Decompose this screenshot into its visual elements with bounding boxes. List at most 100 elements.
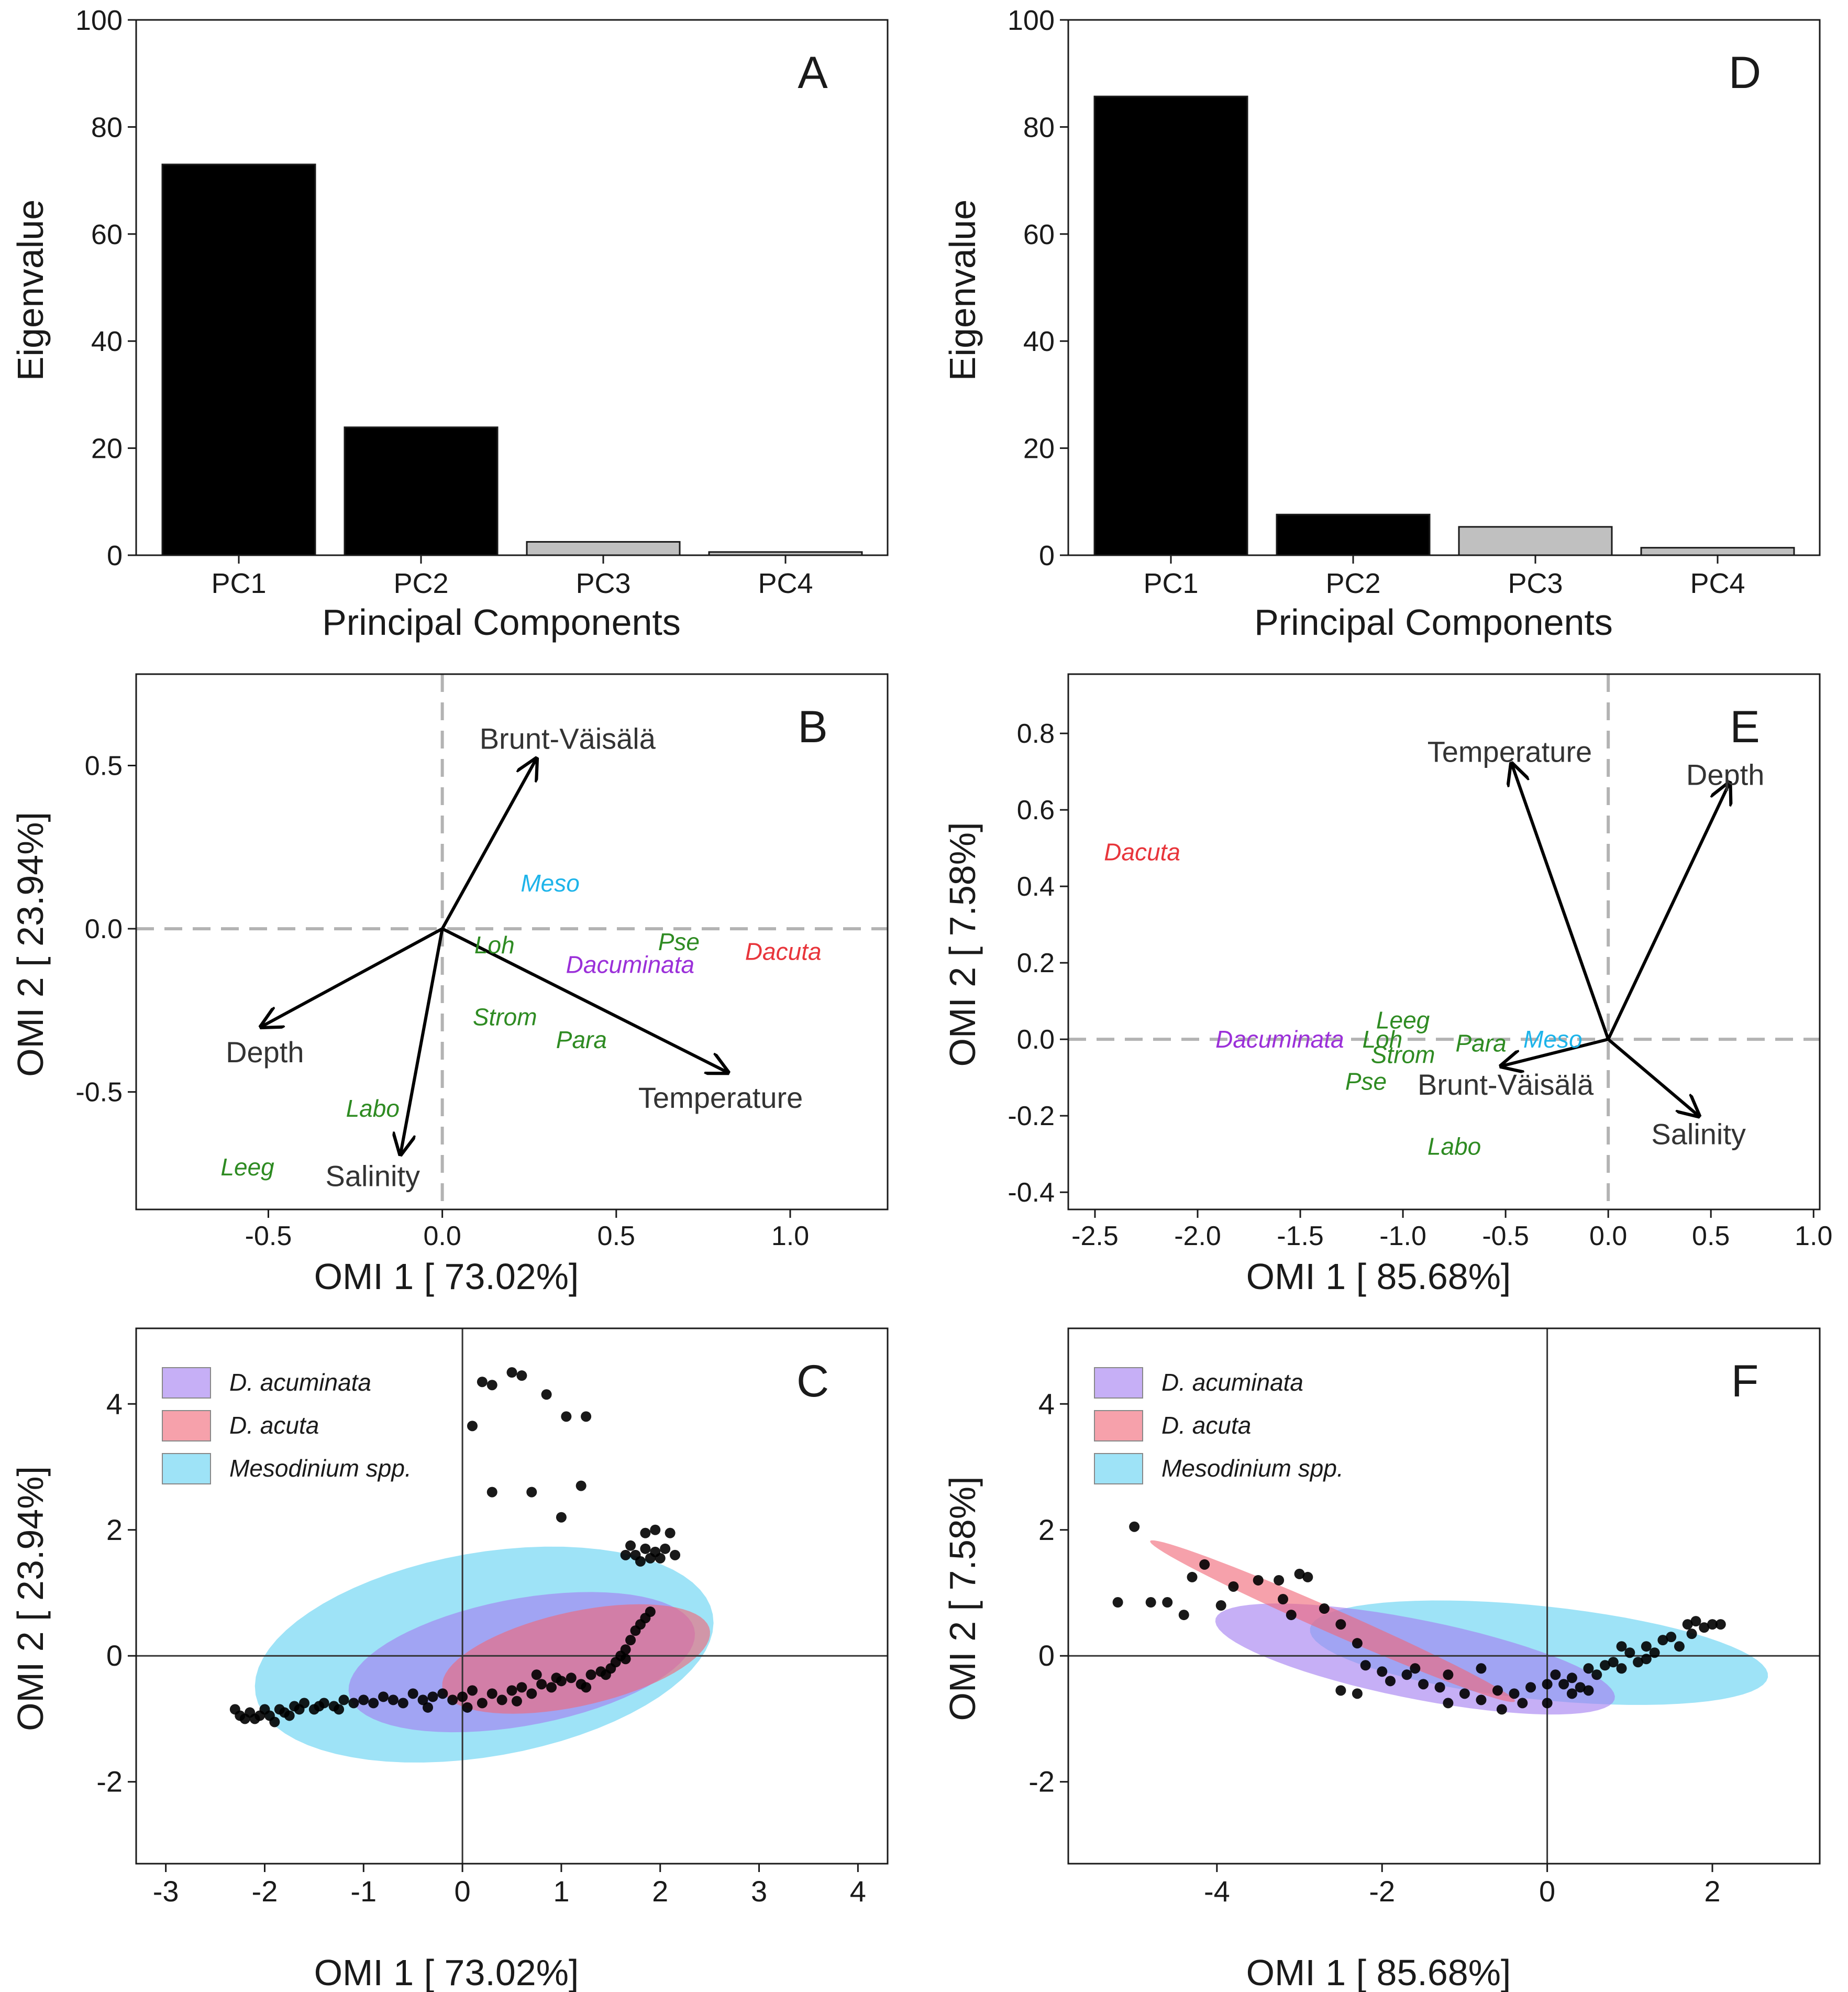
- niche-ellipse-d-acuta: [1150, 1540, 1515, 1702]
- panel-letter: A: [798, 48, 828, 98]
- species-label: Loh: [474, 931, 515, 959]
- species-label: Labo: [1428, 1133, 1481, 1160]
- sample-point: [1517, 1698, 1528, 1709]
- sample-point: [318, 1698, 329, 1709]
- species-label: Pse: [658, 928, 700, 955]
- sample-point: [1178, 1610, 1189, 1621]
- x-tick-label: PC1: [211, 568, 266, 599]
- sample-point: [660, 1543, 671, 1554]
- y-tick-label: 80: [91, 112, 123, 143]
- loading-label: Depth: [226, 1036, 304, 1069]
- sample-point: [1542, 1679, 1553, 1690]
- sample-point: [1401, 1669, 1412, 1680]
- bar-pc3: [1458, 526, 1613, 555]
- sample-point: [1187, 1571, 1198, 1582]
- sample-point: [397, 1698, 408, 1709]
- sample-point: [1385, 1676, 1396, 1687]
- sample-point: [462, 1702, 473, 1713]
- y-tick-label: 0: [1039, 540, 1055, 571]
- sample-point: [506, 1367, 517, 1378]
- sample-point: [1145, 1597, 1156, 1608]
- x-tick-label: 0.5: [597, 1221, 635, 1251]
- species-label: Strom: [1371, 1041, 1435, 1068]
- sample-point: [1228, 1581, 1239, 1592]
- legend-swatch: [162, 1453, 211, 1484]
- sample-point: [1690, 1616, 1701, 1627]
- x-axis-title: Principal Components: [322, 602, 681, 643]
- x-tick-label: PC2: [1325, 568, 1380, 599]
- sample-point: [1302, 1571, 1313, 1582]
- bar-series: [161, 163, 863, 555]
- species-label: Meso: [1523, 1026, 1582, 1053]
- plot-frame: [1067, 19, 1821, 556]
- panel-a-scree-plot: PC1 PC2 PC3 PC4 0 20 40 60 80 100 Principal Compon…: [10, 5, 889, 643]
- y-axis-title: OMI 2 [ 23.94%]: [10, 812, 51, 1077]
- loading-label: Brunt-Väisälä: [480, 722, 656, 755]
- panel-letter: D: [1729, 48, 1761, 98]
- sample-point: [576, 1480, 587, 1491]
- x-tick-label: 0: [455, 1875, 471, 1908]
- x-tick-label: 0.0: [1589, 1221, 1627, 1251]
- species-label: Strom: [473, 1003, 537, 1030]
- y-tick-label: 100: [1008, 5, 1055, 36]
- x-tick-label: PC2: [393, 568, 448, 599]
- sample-point: [1583, 1685, 1594, 1696]
- sample-point: [1418, 1679, 1429, 1690]
- x-tick-label: -1: [350, 1875, 377, 1908]
- x-tick-label: -0.5: [245, 1221, 292, 1251]
- sample-point: [620, 1654, 631, 1665]
- niche-marks: [1068, 1328, 1820, 1864]
- sample-point: [1443, 1698, 1454, 1709]
- sample-point: [1666, 1632, 1677, 1643]
- sample-point: [1616, 1663, 1627, 1674]
- x-axis-title: OMI 1 [ 73.02%]: [314, 1952, 579, 1992]
- species-label: Meso: [521, 870, 579, 897]
- sample-point: [531, 1669, 542, 1680]
- sample-point: [1274, 1575, 1285, 1586]
- y-tick-label: 0: [106, 1639, 123, 1672]
- sample-point: [526, 1688, 537, 1699]
- sample-point: [1707, 1619, 1718, 1630]
- sample-point: [620, 1549, 631, 1560]
- x-axis-title: OMI 1 [ 85.68%]: [1246, 1256, 1511, 1297]
- sample-point: [1253, 1575, 1264, 1586]
- species-label: Leeg: [220, 1153, 274, 1181]
- sample-point: [358, 1694, 369, 1705]
- sample-point: [1575, 1682, 1586, 1693]
- niche-marks: [136, 1328, 888, 1864]
- loading-label: Brunt-Väisälä: [1418, 1068, 1594, 1101]
- x-tick-label: -3: [153, 1875, 179, 1908]
- y-tick-label: 0.0: [85, 914, 123, 944]
- y-tick-label: 4: [1038, 1387, 1055, 1420]
- x-tick-label: -4: [1204, 1875, 1230, 1908]
- bar-pc4: [1640, 547, 1795, 555]
- sample-point: [1286, 1610, 1297, 1621]
- legend-label: D. acuta: [229, 1412, 319, 1439]
- y-axis-title: OMI 2 [ 7.58%]: [942, 822, 983, 1067]
- biplot-marks: Brunt-Väisälä Depth Salinity Temperature Mes…: [136, 674, 888, 1209]
- sample-point: [348, 1698, 359, 1709]
- sample-point: [496, 1694, 507, 1705]
- loading-arrow-salinity: [401, 928, 444, 1154]
- sample-point: [284, 1710, 295, 1721]
- x-axis-title: OMI 1 [ 85.68%]: [1246, 1952, 1511, 1992]
- sample-point: [1129, 1521, 1140, 1532]
- plot-frame: [135, 19, 889, 556]
- sample-point: [1624, 1647, 1635, 1658]
- loading-arrow-depth: [1607, 783, 1729, 1040]
- y-tick-label: 0.6: [1017, 795, 1055, 826]
- x-axis-title: Principal Components: [1254, 602, 1613, 643]
- sample-point: [585, 1669, 596, 1680]
- legend-swatch: [1094, 1367, 1143, 1399]
- sample-point: [486, 1380, 497, 1391]
- x-tick-label: 1.0: [1795, 1221, 1832, 1251]
- species-label: Labo: [346, 1095, 400, 1122]
- sample-point: [1608, 1657, 1619, 1668]
- loading-label: Depth: [1686, 758, 1764, 791]
- sample-point: [670, 1549, 681, 1560]
- y-axis-title: OMI 2 [ 7.58%]: [942, 1477, 983, 1721]
- x-tick-label: PC3: [1508, 568, 1563, 599]
- sample-point: [665, 1527, 676, 1538]
- sample-point: [625, 1635, 636, 1646]
- loading-label: Salinity: [1651, 1118, 1746, 1151]
